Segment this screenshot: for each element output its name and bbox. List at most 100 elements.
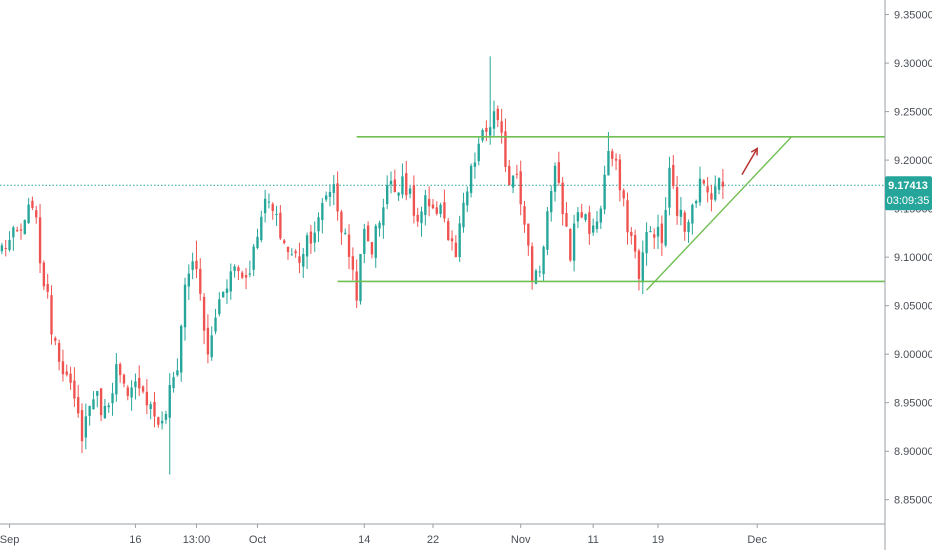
time-axis[interactable]: Sep 16 13:00 Oct 14 22 Nov 11 19 Dec	[0, 524, 767, 546]
candle-body	[382, 207, 385, 226]
candle-body	[141, 386, 145, 392]
candle-body	[229, 271, 232, 292]
x-tick-label: 22	[427, 534, 439, 546]
candle-body	[557, 162, 561, 183]
candle	[603, 165, 606, 215]
candle-body	[408, 188, 412, 194]
candle-layer	[0, 56, 725, 475]
candle-body	[641, 252, 644, 283]
current-price-label: 9.17413	[888, 180, 928, 192]
candle	[344, 228, 347, 235]
candle	[706, 177, 709, 203]
arrow-up-annotation[interactable]	[741, 147, 758, 176]
candle	[336, 171, 339, 221]
candle-body	[214, 317, 217, 332]
candle-body	[359, 253, 362, 302]
candle	[305, 232, 309, 270]
candle-body	[439, 204, 442, 214]
candle-body	[401, 176, 404, 195]
candle	[489, 56, 492, 145]
candle	[332, 175, 335, 206]
candle	[469, 163, 473, 198]
candle	[591, 218, 595, 236]
candle-body	[103, 405, 107, 419]
candle-body	[664, 210, 667, 246]
candle-body	[50, 295, 53, 335]
candle-body	[88, 406, 91, 416]
x-tick-label: 16	[129, 534, 141, 546]
candle-body	[248, 273, 252, 275]
candle	[191, 252, 194, 280]
candle-body	[378, 222, 381, 229]
candle-body	[237, 267, 240, 272]
candle-body	[397, 192, 400, 196]
candle-body	[283, 240, 286, 244]
x-tick-label: 19	[652, 534, 664, 546]
candle	[630, 227, 633, 245]
candle	[229, 263, 232, 300]
candle	[450, 230, 454, 251]
candle	[641, 240, 644, 295]
candle	[130, 380, 133, 411]
candle-body	[599, 208, 602, 223]
candle	[164, 410, 168, 424]
ascending-trendline[interactable]	[646, 136, 793, 291]
candle	[511, 175, 515, 194]
candle	[50, 285, 53, 345]
candle-body	[603, 174, 606, 210]
candle-body	[31, 200, 34, 209]
candle-body	[153, 401, 156, 417]
y-tick-label: 8.90000	[894, 446, 932, 458]
candle-body	[69, 373, 72, 383]
candle	[653, 228, 656, 249]
candle	[656, 214, 660, 250]
candle-body	[530, 246, 534, 283]
candle	[538, 265, 541, 278]
candle	[313, 221, 316, 252]
candle	[553, 162, 557, 202]
candle	[557, 151, 561, 186]
candle-body	[572, 223, 576, 261]
candle	[65, 364, 68, 377]
candle-body	[393, 179, 396, 193]
candle-body	[324, 195, 328, 200]
candle-body	[149, 404, 152, 410]
candle	[458, 215, 461, 262]
candle	[279, 205, 282, 241]
candle	[221, 291, 225, 298]
candle	[84, 403, 88, 450]
candle-body	[420, 211, 423, 224]
candle	[122, 373, 126, 388]
candle	[210, 326, 213, 361]
candle	[550, 185, 553, 222]
candle	[687, 219, 690, 243]
candle	[408, 185, 412, 199]
candle-body	[145, 391, 149, 406]
candle-body	[118, 364, 122, 375]
candle-body	[675, 187, 679, 216]
candle	[626, 192, 629, 245]
candle-body	[660, 223, 664, 244]
candle	[694, 199, 698, 208]
candle	[12, 225, 15, 251]
candle	[248, 260, 252, 278]
candle-body	[15, 230, 19, 232]
candle-body	[275, 213, 278, 215]
candle-body	[462, 202, 465, 228]
candle-body	[546, 211, 549, 250]
candle-body	[92, 399, 95, 410]
candle-body	[35, 210, 38, 218]
candle-body	[485, 127, 488, 132]
candle-body	[527, 223, 530, 246]
candle-body	[290, 254, 294, 256]
candle-body	[23, 220, 26, 235]
candle-body	[130, 387, 133, 398]
candle-body	[466, 191, 469, 206]
candle-body	[569, 229, 572, 261]
candle	[340, 209, 343, 245]
candle-body	[687, 222, 690, 233]
candle-body	[454, 242, 458, 258]
candle	[523, 200, 526, 233]
